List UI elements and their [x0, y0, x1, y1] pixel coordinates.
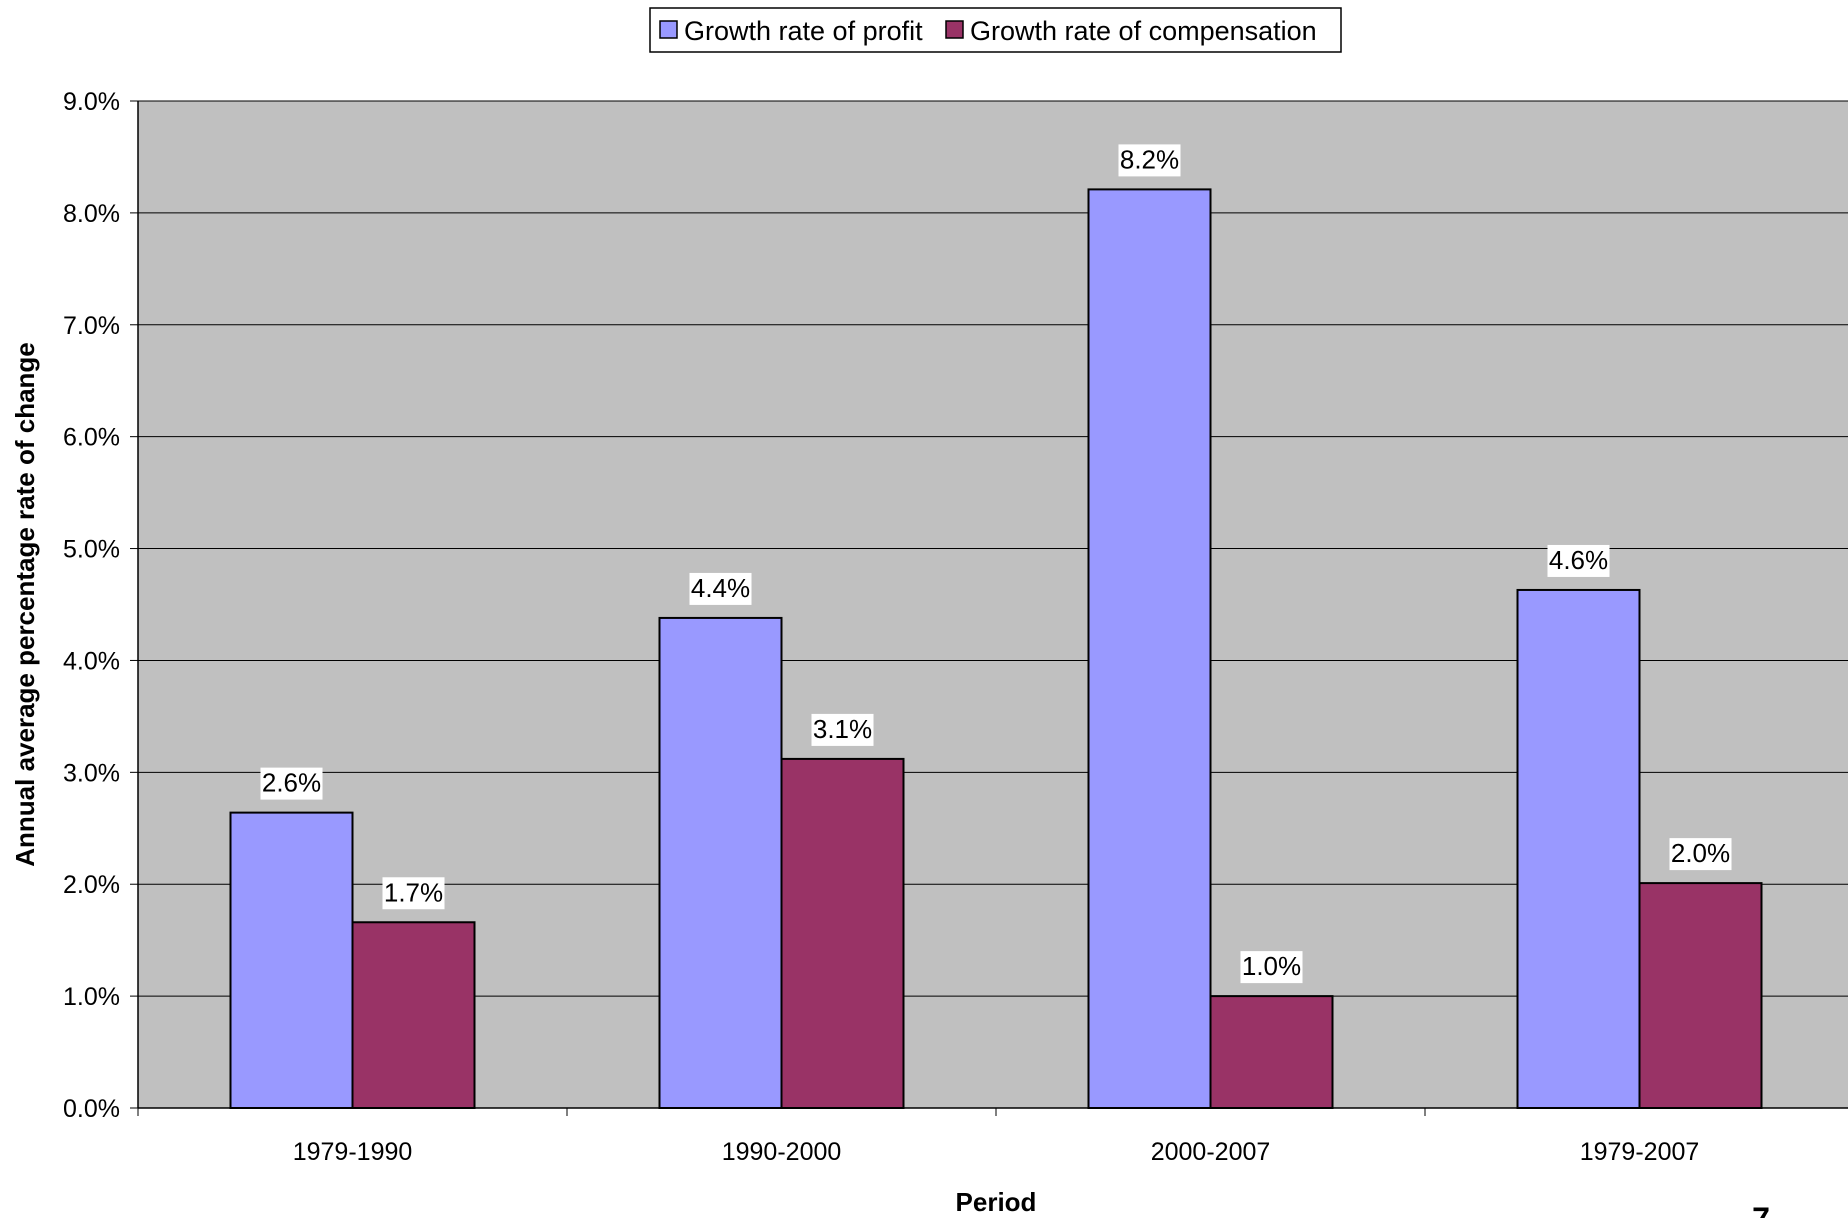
legend: Growth rate of profit Growth rate of comp… — [649, 7, 1342, 53]
data-label: 4.4% — [691, 573, 750, 603]
bar — [780, 757, 905, 1109]
axes: 0.0% 1.0% 2.0% 3.0% 4.0% 5.0% 6.0% 7.0% 8.0% 9.0%… — [63, 88, 1848, 1166]
x-tick-label: 1979-2007 — [1580, 1138, 1700, 1166]
legend-entry: Growth rate of profit — [684, 16, 923, 46]
data-label: 3.1% — [813, 714, 872, 744]
bar — [229, 811, 354, 1109]
legend-box — [649, 7, 1342, 53]
data-label-box — [1669, 838, 1732, 871]
bars — [229, 188, 1763, 1110]
x-axis-title: Period — [956, 1187, 1037, 1217]
x-tick-label: 1990-2000 — [722, 1138, 842, 1166]
data-label-box — [1118, 144, 1181, 177]
data-label: 2.0% — [1671, 838, 1730, 868]
data-label: 4.6% — [1549, 545, 1608, 575]
data-label: 2.6% — [262, 768, 321, 798]
data-labels: 2.6% 1.7% 4.4% 3.1% 8.2% 1.0% 4.6% 2.0% — [260, 144, 1732, 984]
legend-swatch — [659, 20, 678, 39]
y-tick-label: 9.0% — [63, 88, 120, 116]
page-number: 7 — [1752, 1201, 1770, 1218]
data-label-box — [260, 767, 323, 800]
y-tick-label: 4.0% — [63, 647, 120, 675]
legend-swatch — [945, 20, 964, 39]
y-axis-title: Annual average percentage rate of change — [10, 342, 40, 867]
data-label-box — [689, 572, 752, 605]
bar — [1638, 882, 1763, 1109]
x-tick-label: 1979-1990 — [293, 1138, 413, 1166]
bar — [351, 921, 476, 1110]
data-label-box — [811, 713, 874, 746]
y-tick-label: 7.0% — [63, 312, 120, 340]
y-tick-label: 6.0% — [63, 424, 120, 452]
data-label: 8.2% — [1120, 144, 1179, 174]
y-tick-label: 0.0% — [63, 1095, 120, 1123]
data-label-box — [1547, 544, 1610, 577]
y-tick-label: 3.0% — [63, 759, 120, 787]
legend-entry: Growth rate of compensation — [970, 16, 1317, 46]
y-tick-label: 5.0% — [63, 536, 120, 564]
data-label: 1.7% — [384, 877, 443, 907]
y-tick-label: 1.0% — [63, 983, 120, 1011]
y-tick-label: 2.0% — [63, 871, 120, 899]
bar — [1209, 995, 1334, 1109]
data-label-box — [1240, 951, 1303, 984]
data-label: 1.0% — [1242, 951, 1301, 981]
bar — [658, 616, 783, 1110]
bar — [1087, 188, 1212, 1110]
data-label-box — [382, 877, 445, 910]
bar — [1516, 588, 1641, 1109]
y-tick-label: 8.0% — [63, 200, 120, 228]
x-tick-label: 2000-2007 — [1151, 1138, 1271, 1166]
